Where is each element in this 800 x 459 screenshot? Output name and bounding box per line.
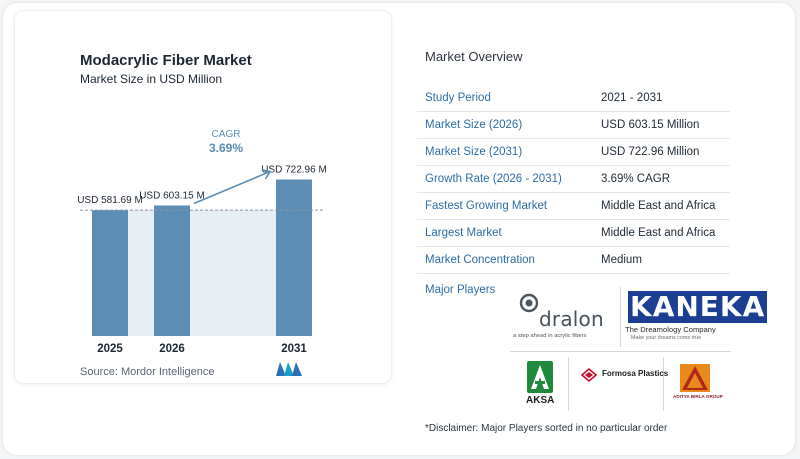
overview-row: Growth Rate (2026 - 2031) 3.69% CAGR	[417, 165, 730, 193]
source-note: Source: Mordor Intelligence	[80, 366, 215, 378]
dralon-tagline: a step ahead in acrylic fibers	[513, 333, 587, 339]
overview-value: 2021 - 2031	[593, 85, 730, 112]
kaneka-logo-text: KANEKA	[628, 290, 768, 323]
overview-row: Market Concentration Medium	[417, 246, 730, 274]
bar-2031	[276, 179, 312, 336]
overview-value: Medium	[593, 246, 730, 274]
aksa-logo-text: AKSA	[526, 395, 555, 406]
cagr-label: CAGR	[212, 129, 241, 140]
mordor-logo-icon	[276, 362, 302, 376]
overview-key: Market Size (2031)	[417, 138, 593, 166]
overview-value: USD 603.15 Million	[593, 111, 730, 139]
overview-key: Market Concentration	[417, 246, 593, 274]
tick-label: 2026	[159, 343, 185, 355]
overview-key: Study Period	[417, 85, 593, 112]
overview-row: Study Period 2021 - 2031	[417, 85, 730, 112]
dralon-logo-icon	[519, 293, 539, 313]
kaneka-slogan: The Dreamology Company	[625, 325, 716, 334]
overview-row: Market Size (2031) USD 722.96 Million	[417, 138, 730, 166]
overview-value: Middle East and Africa	[593, 219, 730, 247]
disclaimer: *Disclaimer: Major Players sorted in no …	[425, 423, 668, 434]
chart-subtitle: Market Size in USD Million	[80, 72, 223, 86]
players-logo-grid: dralon a step ahead in acrylic fibers KA…	[510, 285, 768, 411]
overview-key: Growth Rate (2026 - 2031)	[417, 165, 593, 193]
kaneka-tagline: Make your dreams come true	[631, 335, 702, 341]
overview-row: Market Size (2026) USD 603.15 Million	[417, 111, 730, 139]
cagr-arrow	[193, 170, 271, 205]
overview-table: Study Period 2021 - 2031 Market Size (2026…	[417, 85, 730, 274]
aditya-birla-logo-text: ADITYA BIRLA GROUP	[673, 394, 723, 399]
overview-title: Market Overview	[425, 49, 523, 64]
divider	[568, 357, 569, 411]
data-label: USD 722.96 M	[261, 165, 327, 176]
tick-label: 2025	[97, 343, 123, 355]
overview-row: Largest Market Middle East and Africa	[417, 219, 730, 247]
overview-value: USD 722.96 Million	[593, 138, 730, 166]
divider	[663, 357, 664, 411]
overview-key: Market Size (2026)	[417, 111, 593, 139]
major-players-label: Major Players	[425, 284, 496, 296]
divider	[620, 287, 621, 347]
overview-value: Middle East and Africa	[593, 192, 730, 220]
overview-key: Largest Market	[417, 219, 593, 247]
cagr-value: 3.69%	[209, 141, 243, 155]
cagr-arrow-head	[261, 168, 272, 180]
formosa-logo-icon	[581, 368, 597, 382]
divider	[510, 351, 731, 352]
data-label: USD 581.69 M	[77, 195, 143, 206]
bar-2026	[154, 205, 190, 336]
overview-row: Fastest Growing Market Middle East and Af…	[417, 192, 730, 220]
cagr-band	[92, 210, 312, 336]
aksa-logo-icon	[527, 361, 553, 393]
bar-2025	[92, 210, 128, 336]
formosa-logo-text: Formosa Plastics	[602, 369, 669, 378]
data-label: USD 603.15 M	[139, 190, 205, 201]
chart-title: Modacrylic Fiber Market	[80, 52, 252, 69]
tick-label: 2031	[281, 343, 307, 355]
overview-key: Fastest Growing Market	[417, 192, 593, 220]
overview-value: 3.69% CAGR	[593, 165, 730, 193]
dralon-logo-text: dralon	[539, 307, 604, 331]
aditya-birla-logo-icon	[680, 364, 710, 392]
